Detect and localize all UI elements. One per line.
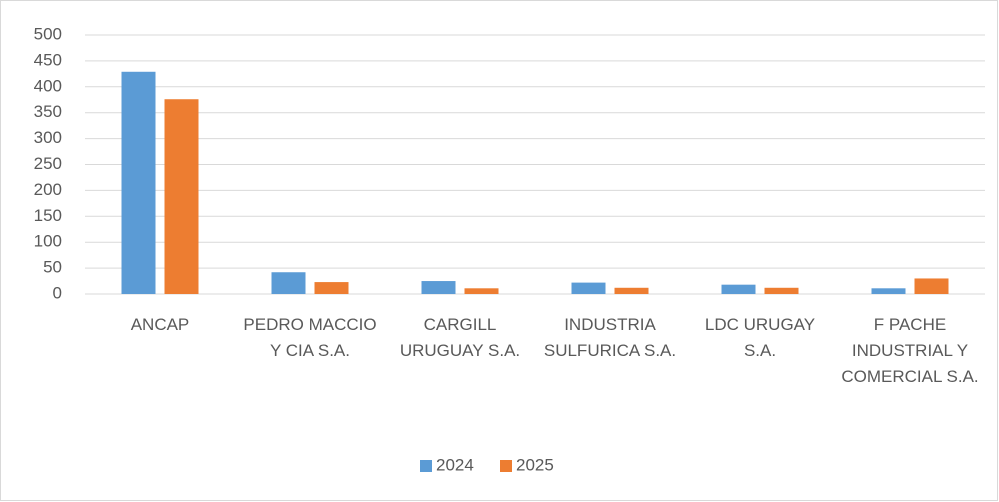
x-tick-label: ANCAP [130, 315, 190, 334]
y-tick-label: 450 [34, 50, 62, 69]
bar [764, 287, 799, 294]
y-tick-label: 100 [34, 232, 62, 251]
x-tick-label: F PACHE INDUSTRIAL Y COMERCIAL S.A. [841, 315, 979, 386]
bar [421, 281, 456, 294]
y-tick-label: 150 [34, 206, 62, 225]
bar [871, 288, 906, 294]
x-tick-label: PEDRO MACCIO Y CIA S.A. [243, 315, 377, 360]
legend-swatch [420, 460, 432, 472]
x-tick-label: CARGILL URUGUAY S.A. [399, 315, 521, 360]
y-tick-label: 50 [43, 258, 62, 277]
bar [571, 282, 606, 294]
bar [121, 71, 156, 294]
bar [914, 278, 949, 294]
x-tick-label: LDC URUGAY S.A. [704, 315, 816, 360]
bar [164, 99, 199, 295]
legend-label: 2025 [516, 455, 554, 474]
y-tick-label: 200 [34, 180, 62, 199]
bar [464, 288, 499, 294]
x-tick-label: INDUSTRIA SULFURICA S.A. [543, 315, 677, 360]
y-tick-label: 400 [34, 76, 62, 95]
bar [271, 272, 306, 294]
y-tick-label: 300 [34, 128, 62, 147]
legend-swatch [500, 460, 512, 472]
y-tick-label: 0 [53, 283, 62, 302]
legend-label: 2024 [436, 455, 474, 474]
bar [614, 287, 649, 294]
y-tick-label: 500 [34, 24, 62, 43]
bar [314, 282, 349, 294]
bar [721, 284, 756, 294]
y-tick-label: 250 [34, 154, 62, 173]
y-tick-label: 350 [34, 102, 62, 121]
